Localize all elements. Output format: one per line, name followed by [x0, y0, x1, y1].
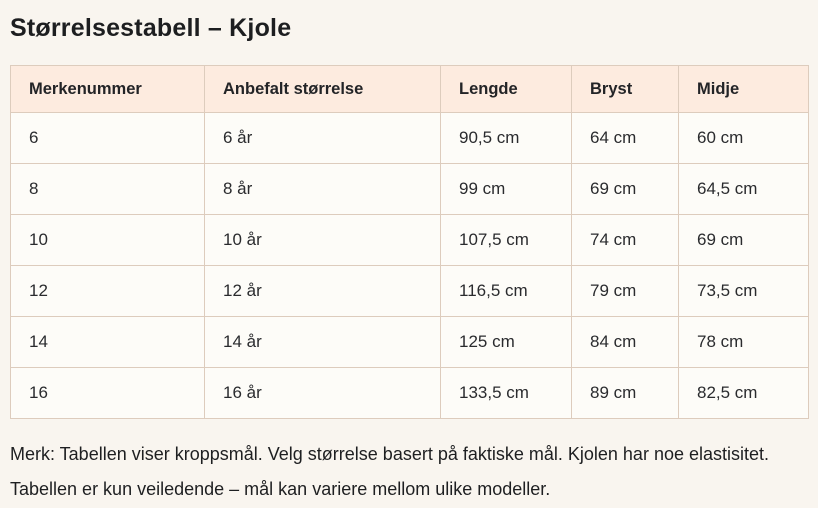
- table-cell: 89 cm: [571, 367, 679, 419]
- column-header-merkenummer: Merkenummer: [10, 65, 205, 113]
- table-cell: 12: [10, 265, 205, 317]
- table-cell: 125 cm: [440, 316, 572, 368]
- table-cell: 16: [10, 367, 205, 419]
- table-cell: 14 år: [204, 316, 441, 368]
- table-cell: 82,5 cm: [678, 367, 809, 419]
- table-cell: 116,5 cm: [440, 265, 572, 317]
- table-cell: 6: [10, 112, 205, 164]
- table-cell: 73,5 cm: [678, 265, 809, 317]
- table-row: 14 14 år 125 cm 84 cm 78 cm: [10, 316, 809, 368]
- table-cell: 64,5 cm: [678, 163, 809, 215]
- table-cell: 64 cm: [571, 112, 679, 164]
- column-header-bryst: Bryst: [571, 65, 679, 113]
- table-cell: 79 cm: [571, 265, 679, 317]
- table-cell: 8 år: [204, 163, 441, 215]
- table-cell: 10 år: [204, 214, 441, 266]
- table-cell: 14: [10, 316, 205, 368]
- table-cell: 60 cm: [678, 112, 809, 164]
- table-cell: 12 år: [204, 265, 441, 317]
- table-cell: 69 cm: [678, 214, 809, 266]
- table-cell: 84 cm: [571, 316, 679, 368]
- table-cell: 6 år: [204, 112, 441, 164]
- table-cell: 90,5 cm: [440, 112, 572, 164]
- table-cell: 10: [10, 214, 205, 266]
- table-cell: 99 cm: [440, 163, 572, 215]
- table-cell: 74 cm: [571, 214, 679, 266]
- table-row: 10 10 år 107,5 cm 74 cm 69 cm: [10, 214, 809, 266]
- column-header-midje: Midje: [678, 65, 809, 113]
- table-cell: 133,5 cm: [440, 367, 572, 419]
- disclaimer-note: Merk: Tabellen viser kroppsmål. Velg stø…: [10, 444, 770, 499]
- table-cell: 78 cm: [678, 316, 809, 368]
- page-title: Størrelsestabell – Kjole: [10, 14, 292, 42]
- table-cell: 69 cm: [571, 163, 679, 215]
- table-header-row: Merkenummer Anbefalt størrelse Lengde Br…: [10, 65, 809, 113]
- table-row: 12 12 år 116,5 cm 79 cm 73,5 cm: [10, 265, 809, 317]
- table-cell: 16 år: [204, 367, 441, 419]
- table-cell: 107,5 cm: [440, 214, 572, 266]
- table-row: 16 16 år 133,5 cm 89 cm 82,5 cm: [10, 367, 809, 419]
- column-header-anbefalt-storrelse: Anbefalt størrelse: [204, 65, 441, 113]
- table-cell: 8: [10, 163, 205, 215]
- size-table: Merkenummer Anbefalt størrelse Lengde Br…: [10, 65, 809, 419]
- column-header-lengde: Lengde: [440, 65, 572, 113]
